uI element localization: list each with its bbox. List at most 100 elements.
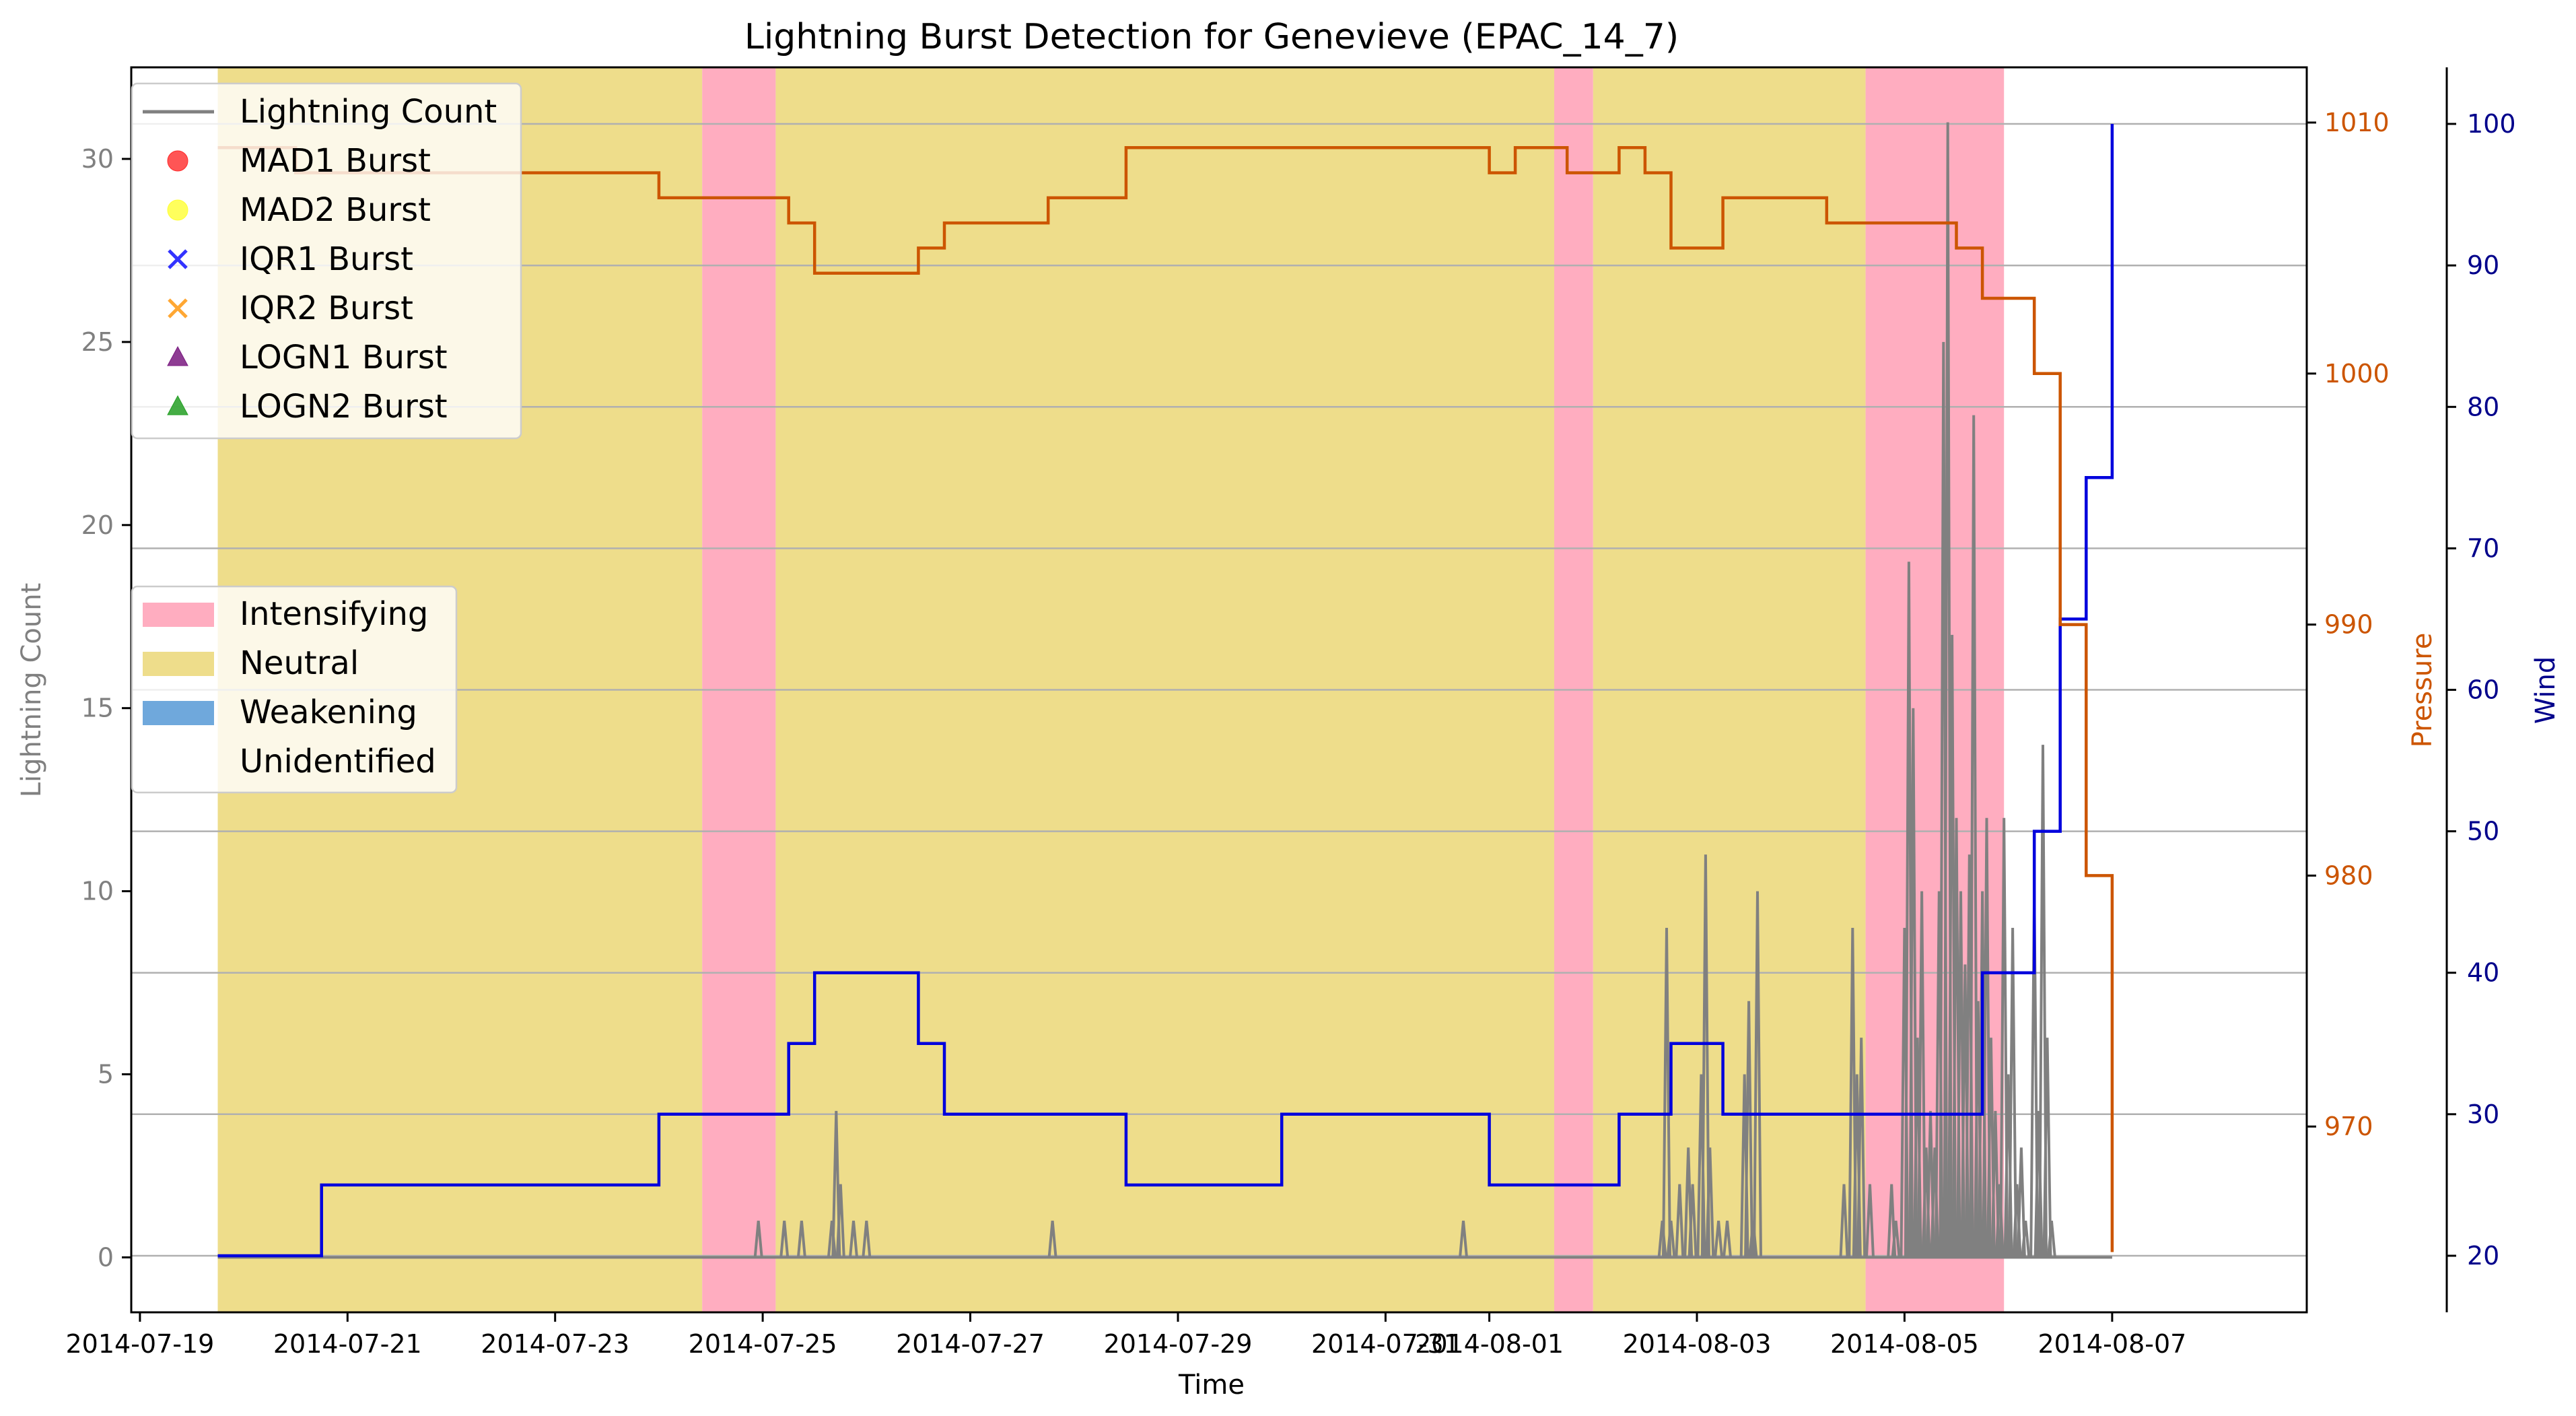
x-tick-label-9: 2014-08-03 <box>1623 1329 1772 1359</box>
wind-line <box>217 124 2114 1258</box>
lightning-spike-19 <box>1705 1147 1715 1258</box>
y-wind-tick-label-50: 50 <box>2467 817 2499 846</box>
lightning-spike-29 <box>1856 1038 1867 1258</box>
x-tick-label-1: 2014-07-19 <box>65 1329 214 1359</box>
lightning-spike-65 <box>2042 1038 2052 1258</box>
lightning-spike-23 <box>1744 1001 1754 1258</box>
y-axis-label-pressure: Pressure <box>2407 633 2438 748</box>
y-wind-tick-label-80: 80 <box>2467 392 2499 422</box>
lightning-spike-25 <box>1753 891 1762 1258</box>
x-tick-label-2: 2014-07-21 <box>273 1329 422 1359</box>
legend-label-1: Lightning Count <box>240 93 497 131</box>
y-pressure-tick-label-980: 980 <box>2324 861 2373 890</box>
axes-ticks: 2014-07-19 2014-07-21 2014-07-23 2014-07-25… <box>65 108 2515 1359</box>
legend-phases-box <box>131 585 458 794</box>
x-tick-label-5: 2014-07-27 <box>896 1329 1045 1359</box>
legend-symbol-7 <box>167 395 188 415</box>
y-pressure-tick-label-970: 970 <box>2324 1112 2373 1141</box>
y-left-tick-label-5: 5 <box>98 1060 114 1089</box>
y-pressure-tick-label-1000: 1000 <box>2324 359 2390 389</box>
y-left-tick-label-25: 25 <box>81 327 114 357</box>
legend-phase-label-2: Neutral <box>240 644 359 682</box>
y-wind-tick-label-100: 100 <box>2467 109 2516 139</box>
y-pressure-tick-label-990: 990 <box>2324 610 2373 640</box>
legend-symbol-5 <box>168 298 188 318</box>
y-left-tick-label-0: 0 <box>98 1242 114 1272</box>
lightning-spike-14 <box>1675 1184 1685 1258</box>
lightning-spike-13 <box>1666 1220 1676 1258</box>
x-tick-label-10: 2014-08-05 <box>1830 1329 1979 1359</box>
lightning-spike-56 <box>1999 817 2009 1258</box>
lightning-spike-49 <box>1969 415 1979 1258</box>
legend-swatch-3 <box>143 701 214 725</box>
lightning-spike-20 <box>1714 1220 1724 1258</box>
chart-title: Lightning Burst Detection for Genevieve … <box>744 17 1679 57</box>
legend-label-3: MAD2 Burst <box>240 191 431 229</box>
legend-phase-label-1: Intensifying <box>240 595 428 633</box>
legend-symbol-4 <box>168 249 188 269</box>
legend-label-4: IQR1 Burst <box>240 240 413 278</box>
legend-swatch-2 <box>143 652 214 676</box>
x-tick-label-7: 2014-07-31 <box>1311 1329 1460 1359</box>
lightning-spike-30 <box>1865 1184 1875 1258</box>
pressure-line <box>217 146 2114 1252</box>
y-wind-tick-label-30: 30 <box>2467 1100 2499 1129</box>
x-tick-label-3: 2014-07-23 <box>481 1329 629 1359</box>
y-left-tick-label-30: 30 <box>81 144 114 174</box>
lightning-spike-16 <box>1687 1184 1698 1258</box>
lightning-spike-3 <box>796 1220 806 1258</box>
lightning-count-series <box>217 122 2112 1259</box>
legend-label-2: MAD1 Burst <box>240 142 431 180</box>
lightning-spike-32 <box>1891 1220 1901 1258</box>
lightning-spike-64 <box>2038 745 2048 1258</box>
lightning-spike-66 <box>2046 1220 2056 1258</box>
lightning-spike-7 <box>849 1220 858 1258</box>
lightning-spike-58 <box>2008 927 2018 1258</box>
legend-symbol-6 <box>167 345 188 366</box>
lightning-spike-9 <box>1047 1220 1057 1258</box>
x-axis-label: Time <box>1178 1370 1245 1401</box>
legend-label-6: LOGN1 Burst <box>240 339 448 376</box>
legend-label-7: LOGN2 Burst <box>240 388 448 426</box>
lightning-spike-61 <box>2021 1220 2031 1258</box>
y-left-tick-label-15: 15 <box>81 694 114 723</box>
x-tick-label-4: 2014-07-25 <box>689 1329 837 1359</box>
lightning-spike-35 <box>1908 708 1918 1258</box>
legend-markers: Lightning Count MAD1 Burst MAD2 Burst IQR1 … <box>131 82 522 440</box>
legend-symbol-2 <box>167 150 188 172</box>
lightning-spike-1 <box>753 1220 763 1258</box>
y-left-tick-label-10: 10 <box>81 877 114 906</box>
x-tick-label-8: 2014-08-01 <box>1415 1329 1564 1359</box>
lightning-spike-2 <box>779 1220 790 1258</box>
y-left-tick-label-20: 20 <box>81 510 114 540</box>
y-pressure-tick-label-1010: 1010 <box>2324 108 2390 137</box>
y-wind-tick-label-70: 70 <box>2467 533 2499 563</box>
legend-phases: Intensifying Neutral Weakening Unidentified <box>131 585 458 794</box>
legend-phase-label-3: Weakening <box>240 694 417 731</box>
legend-symbol-3 <box>167 199 188 221</box>
lightning-spike-18 <box>1700 854 1710 1258</box>
y-wind-tick-label-90: 90 <box>2467 250 2499 280</box>
lightning-spike-6 <box>835 1184 845 1258</box>
y-axis-label-wind: Wind <box>2530 656 2561 724</box>
pressure-wind-series <box>217 124 2114 1258</box>
lightning-spike-12 <box>1662 927 1671 1258</box>
y-wind-tick-label-40: 40 <box>2467 958 2499 988</box>
lightning-spike-21 <box>1722 1220 1732 1258</box>
lightning-spike-60 <box>2016 1147 2026 1258</box>
legend-markers-box <box>131 82 522 440</box>
x-tick-label-11: 2014-08-07 <box>2038 1329 2186 1359</box>
legend-swatch-4 <box>143 750 214 774</box>
legend-phase-label-4: Unidentified <box>240 743 436 780</box>
lightning-spike-8 <box>862 1220 872 1258</box>
lightning-spike-10 <box>1459 1220 1468 1258</box>
legend-swatch-1 <box>143 603 214 627</box>
x-tick-label-6: 2014-07-29 <box>1104 1329 1253 1359</box>
lightning-spike-37 <box>1917 891 1927 1258</box>
y-axis-label-lightning: Lightning Count <box>16 583 47 798</box>
y-wind-tick-label-60: 60 <box>2467 675 2499 705</box>
y-wind-tick-label-20: 20 <box>2467 1241 2499 1271</box>
lightning-spike-26 <box>1839 1184 1849 1258</box>
legend-label-5: IQR2 Burst <box>240 290 413 327</box>
